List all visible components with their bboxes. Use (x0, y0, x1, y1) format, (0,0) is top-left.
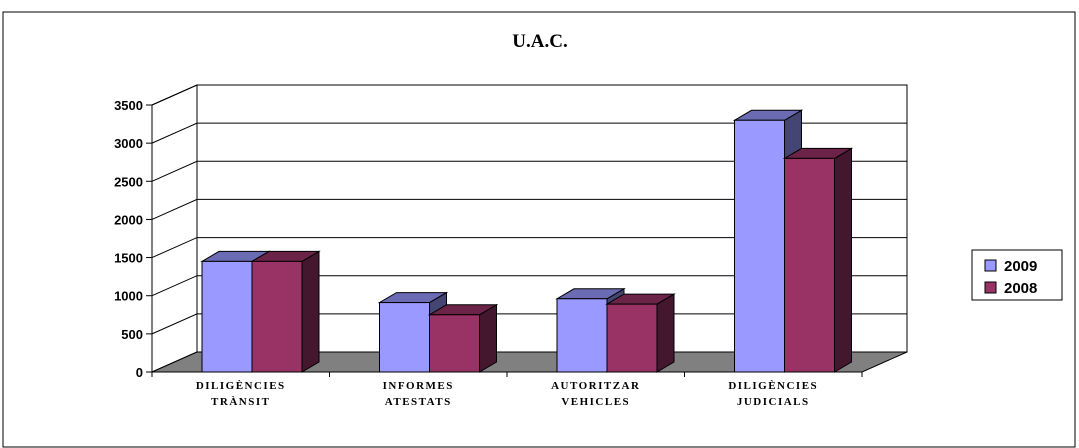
x-tick-label: AUTORITZAR (551, 380, 640, 392)
y-tick-label: 1000 (114, 289, 143, 304)
bar-side-face (656, 293, 675, 373)
bar-2008 (427, 303, 499, 373)
bar-side-face (301, 250, 320, 373)
bar-front-face (201, 260, 253, 373)
bar-front-face (606, 303, 658, 373)
legend-swatch-2008 (984, 281, 997, 294)
gridline (151, 84, 907, 106)
x-tick-label: DILIGÈNCIES (196, 380, 286, 392)
bars (200, 109, 854, 373)
x-tick-label: ATESTATS (385, 396, 452, 408)
y-tick-label: 3000 (114, 136, 143, 151)
gridline (151, 198, 907, 220)
gridline (151, 237, 907, 259)
gridline (151, 160, 907, 182)
bar-2008 (782, 147, 854, 373)
legend: 2009 2008 (971, 249, 1063, 301)
bar-front-face (784, 157, 835, 373)
legend-swatch-2009 (984, 259, 997, 272)
bar-front-face (379, 302, 430, 373)
y-tick-label: 2000 (114, 212, 143, 227)
legend-label-2009: 2009 (1004, 258, 1037, 275)
y-tick-label: 0 (136, 365, 143, 380)
y-tick-label: 2500 (114, 174, 143, 189)
x-tick-label: INFORMES (383, 380, 454, 392)
bar-front-face (251, 260, 303, 373)
chart-title: U.A.C. (512, 31, 567, 52)
bar-front-face (556, 298, 608, 373)
y-tick-label: 3500 (114, 98, 143, 113)
y-tick-label: 500 (121, 327, 143, 342)
bar-front-face (429, 314, 480, 373)
x-axis: DILIGÈNCIES TRÀNSIT INFORMES ATESTATS AUTORI… (151, 371, 863, 408)
bar-side-face (834, 147, 852, 373)
bar-side-face (479, 303, 497, 373)
legend-label-2008: 2008 (1004, 280, 1037, 297)
bar-2008 (605, 293, 676, 373)
x-tick-label: JUDICIALS (737, 396, 810, 408)
gridline (151, 275, 907, 297)
gridline (151, 122, 907, 144)
side-wall (151, 84, 198, 373)
x-tick-label: DILIGÈNCIES (728, 380, 818, 392)
y-tick-label: 1500 (114, 251, 143, 266)
x-tick-label: TRÀNSIT (211, 396, 270, 408)
gridlines (151, 84, 907, 335)
y-axis: 0 500 1000 1500 2000 2500 3000 3500 (114, 98, 153, 380)
bar-2008 (250, 250, 321, 373)
bar-front-face (734, 119, 785, 373)
plot-walls (151, 84, 908, 373)
x-tick-label: VEHICLES (561, 396, 630, 408)
